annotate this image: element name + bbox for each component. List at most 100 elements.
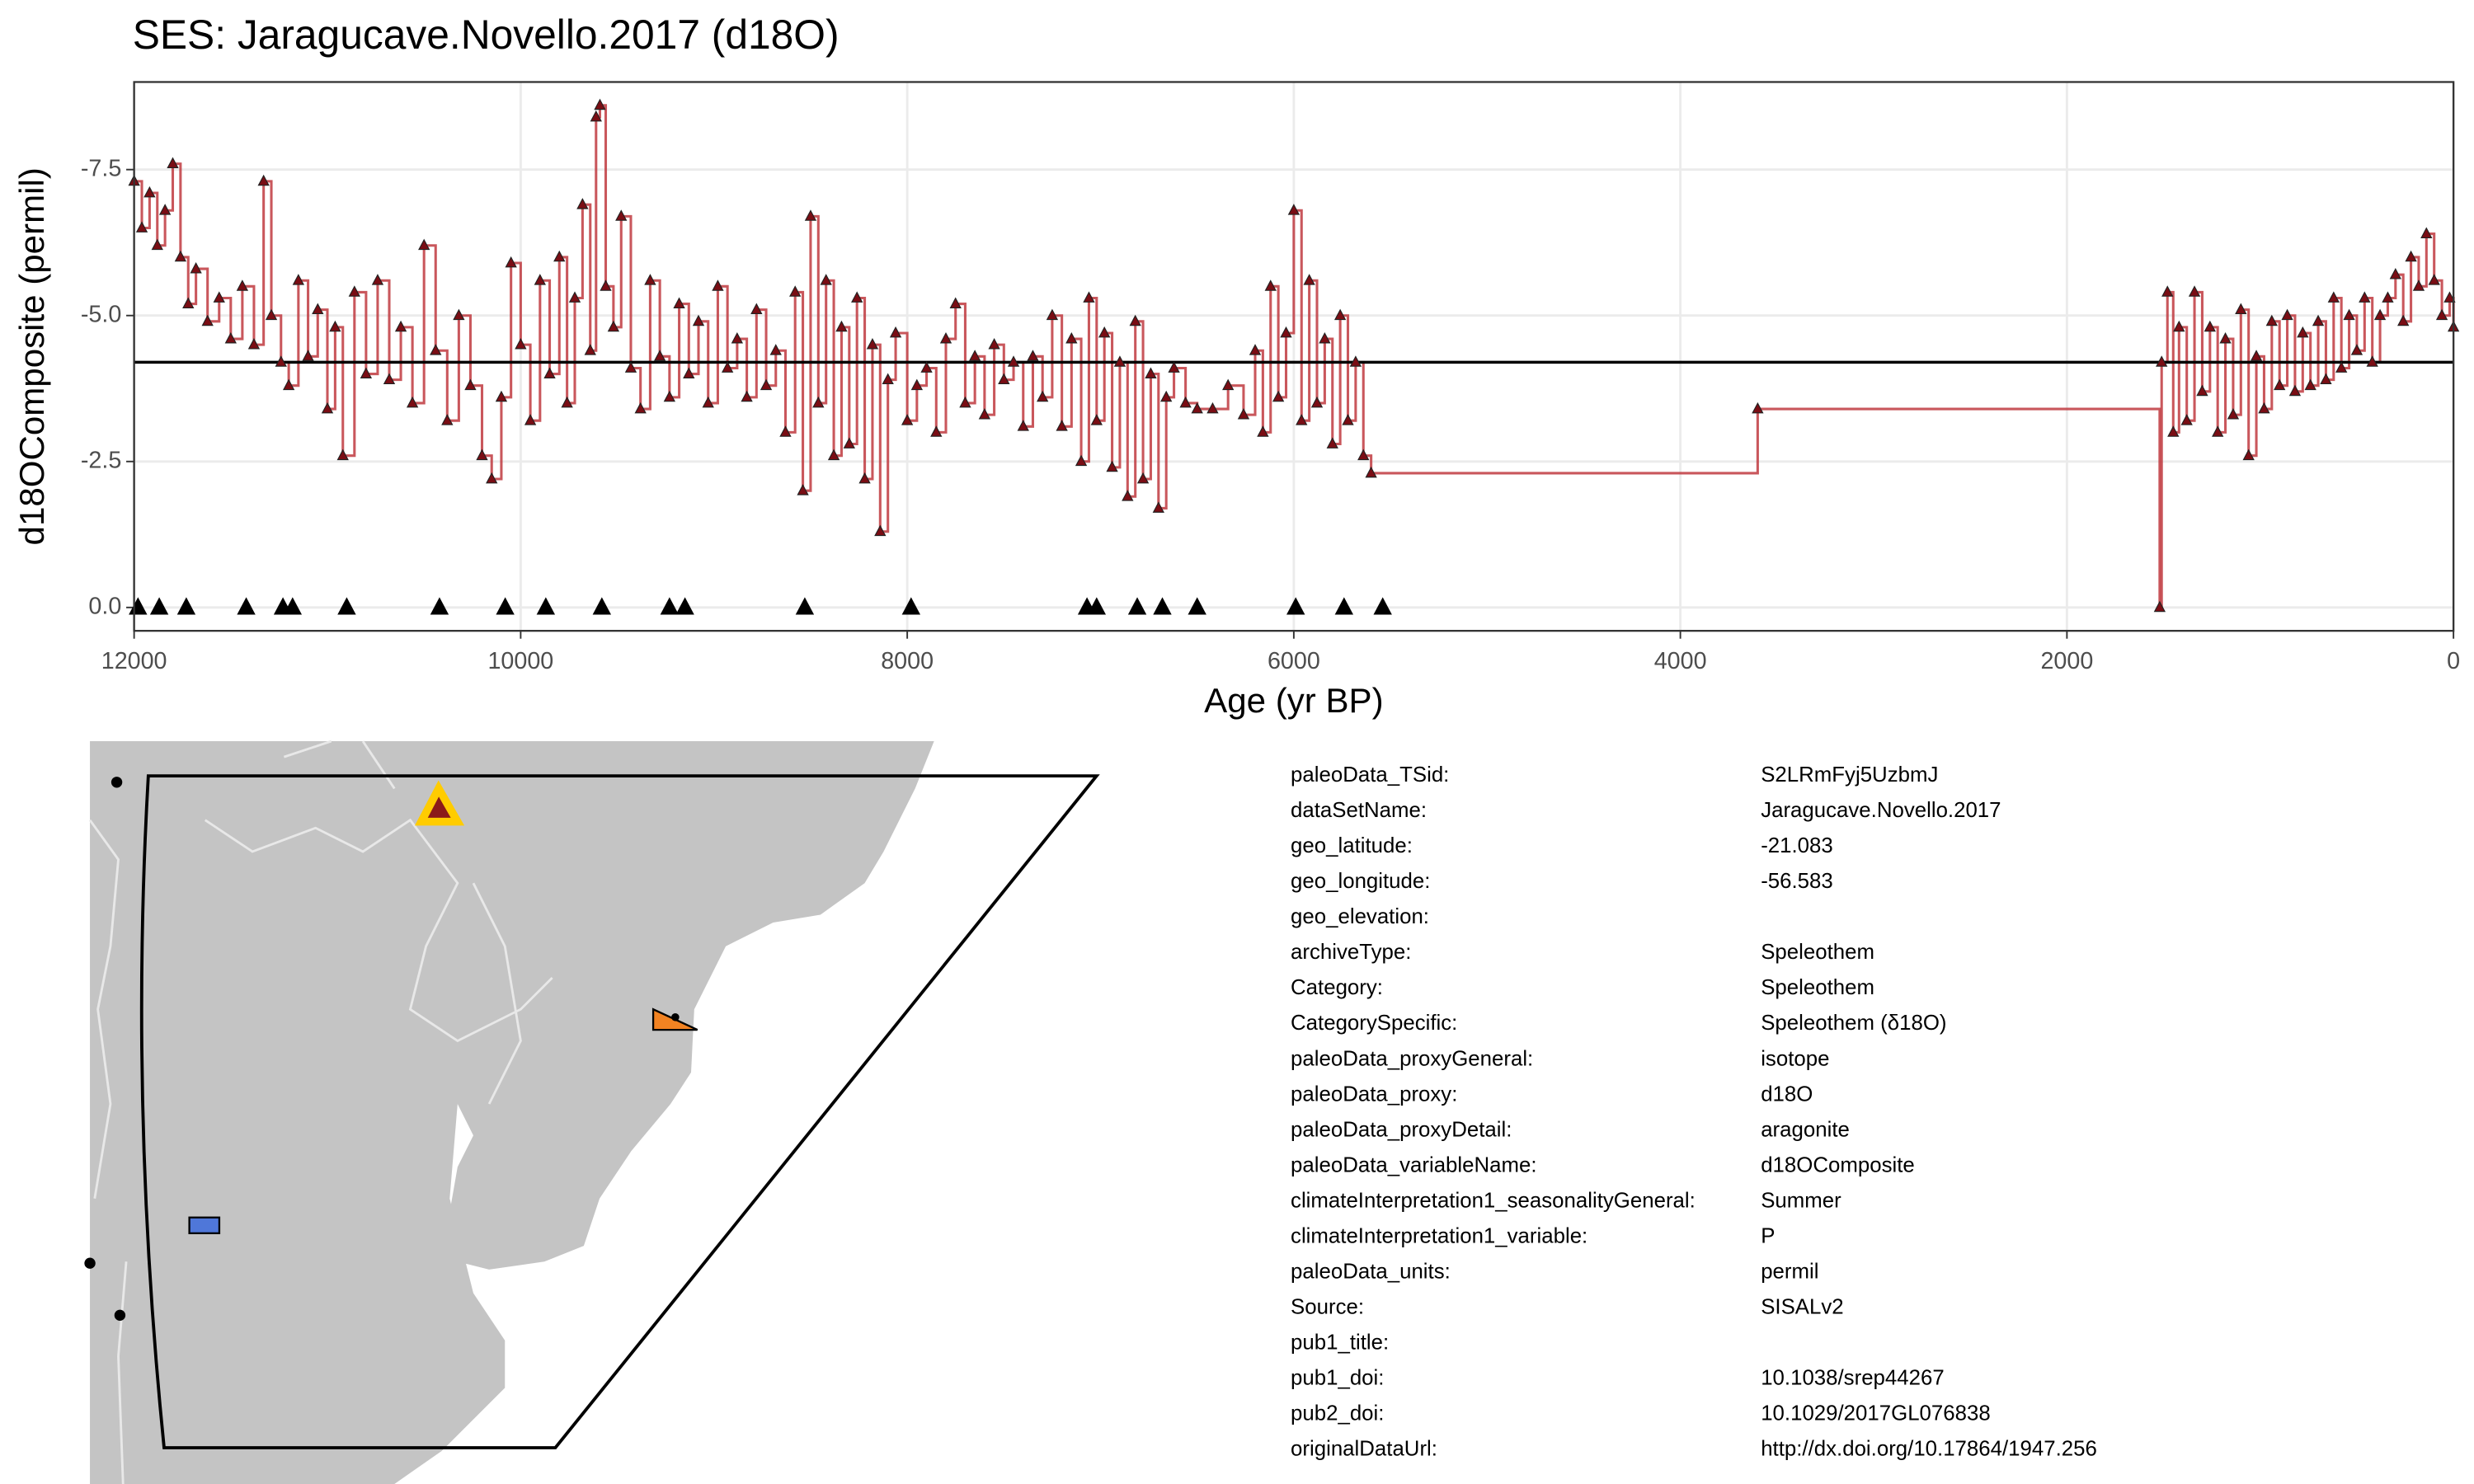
data-point [1017,420,1029,431]
chron-point [430,597,449,615]
meta-value: permil [1761,1261,1818,1284]
step-segment [242,284,256,345]
data-point [336,448,349,461]
data-point [2382,291,2394,303]
x-tick-label: 10000 [487,648,553,674]
step-segment [1212,385,1230,411]
meta-value: -21.083 [1761,834,1833,857]
step-segment [1243,350,1257,416]
data-point [1752,402,1764,414]
data-point [1191,402,1203,414]
step-segment [1228,384,1245,416]
data-point [2327,291,2340,303]
data-point [2219,331,2232,344]
data-point [858,472,871,484]
data-point [321,402,334,414]
meta-key: Category: [1291,976,1383,999]
chron-point [592,597,612,615]
data-point [644,274,656,285]
land [90,741,934,1484]
meta-value: isotope [1761,1047,1829,1070]
meta-key: climateInterpretation1_seasonalityGenera… [1291,1189,1696,1212]
data-point [2373,308,2387,321]
data-point [1113,355,1126,367]
data-point [418,238,430,251]
chron-point [1153,597,1172,615]
step-segment [377,279,391,380]
x-tick-label: 2000 [2040,648,2093,674]
data-point [348,285,360,297]
data-point [2250,350,2263,361]
data-point [1160,390,1173,402]
data-point [2235,303,2247,315]
data-point [1027,350,1039,361]
data-point [835,320,848,332]
data-point [2312,314,2325,326]
data-point [634,402,647,414]
meta-value: Jaragucave.Novello.2017 [1761,799,2001,822]
data-point [371,274,384,285]
data-point [265,308,278,321]
data-point [2435,308,2448,321]
data-point [292,274,304,285]
meta-value: Summer [1761,1189,1841,1212]
data-point [1168,361,1180,373]
data-point [158,204,172,215]
meta-key: paleoData_proxyDetail: [1291,1118,1512,1141]
data-point [1098,326,1111,338]
data-point [998,373,1010,385]
data-point [1280,326,1292,338]
data-point [486,472,498,484]
chron-point [675,597,694,615]
data-point [1310,396,1324,408]
meta-key: CategorySpecific: [1291,1012,1457,1035]
meta-key: Source: [1291,1296,1364,1319]
data-point [789,285,802,297]
data-point [712,279,724,291]
step-segment [207,298,221,323]
y-axis-label: d18OComposite (permil) [12,167,51,545]
data-point [2389,268,2401,279]
data-point [741,390,753,402]
data-point [1046,308,1059,321]
chron-point [337,597,356,615]
data-point [224,331,237,344]
data-point [600,279,612,291]
data-point [889,326,902,338]
data-point [329,320,341,332]
meta-value: S2LRmFyj5UzbmJ [1761,763,1938,787]
data-point [930,425,943,437]
chron-point [1334,597,1354,615]
data-point [476,448,488,461]
data-point [1303,274,1315,285]
data-point [2258,402,2270,414]
data-point [2212,425,2224,437]
chron-point [536,597,556,615]
chron-point [1087,597,1107,615]
data-point [312,303,324,315]
data-point [1249,344,1262,355]
data-point [275,355,287,367]
chron-point [283,597,303,615]
data-point [2405,250,2417,262]
x-tick-label: 6000 [1268,648,1320,674]
data-point [167,157,179,169]
data-point [553,250,566,262]
data-point [2180,414,2193,425]
data-point [453,308,465,321]
data-point [2265,314,2278,326]
data-point [406,396,419,408]
data-point [731,331,744,344]
data-point [1326,437,1338,448]
meta-value: -56.583 [1761,870,1833,893]
step-segment [389,326,402,382]
data-point [1129,314,1141,326]
data-point [949,297,962,308]
data-point [143,186,156,198]
y-tick-label: -5.0 [81,301,121,327]
meta-value: SISALv2 [1761,1296,1843,1319]
data-point [1083,291,1095,303]
step-segment [219,296,233,340]
